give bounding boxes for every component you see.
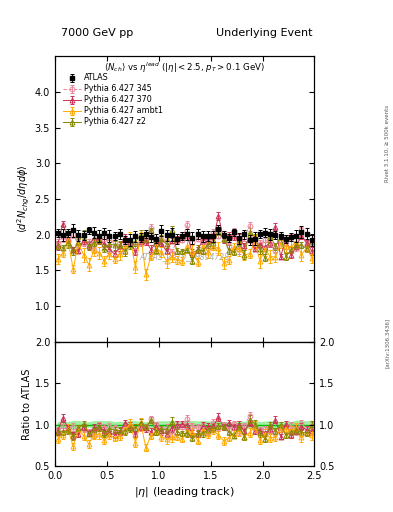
X-axis label: $|\eta|$ (leading track): $|\eta|$ (leading track) [134, 485, 235, 499]
Legend: ATLAS, Pythia 6.427 345, Pythia 6.427 370, Pythia 6.427 ambt1, Pythia 6.427 z2: ATLAS, Pythia 6.427 345, Pythia 6.427 37… [62, 72, 165, 128]
Y-axis label: $\langle d^2 N_{chg}/d\eta d\phi \rangle$: $\langle d^2 N_{chg}/d\eta d\phi \rangle… [16, 165, 32, 233]
Text: [arXiv:1306.3436]: [arXiv:1306.3436] [385, 318, 389, 368]
Text: 7000 GeV pp: 7000 GeV pp [61, 28, 133, 38]
Y-axis label: Ratio to ATLAS: Ratio to ATLAS [22, 368, 32, 439]
Text: ATLAS_2010_S8894728: ATLAS_2010_S8894728 [140, 252, 230, 261]
Text: $\langle N_{ch} \rangle$ vs $\eta^{lead}$ ($|\eta| < 2.5$, $p_T > 0.1$ GeV): $\langle N_{ch} \rangle$ vs $\eta^{lead}… [104, 60, 265, 75]
Text: Rivet 3.1.10, ≥ 500k events: Rivet 3.1.10, ≥ 500k events [385, 105, 389, 182]
Text: Underlying Event: Underlying Event [216, 28, 312, 38]
